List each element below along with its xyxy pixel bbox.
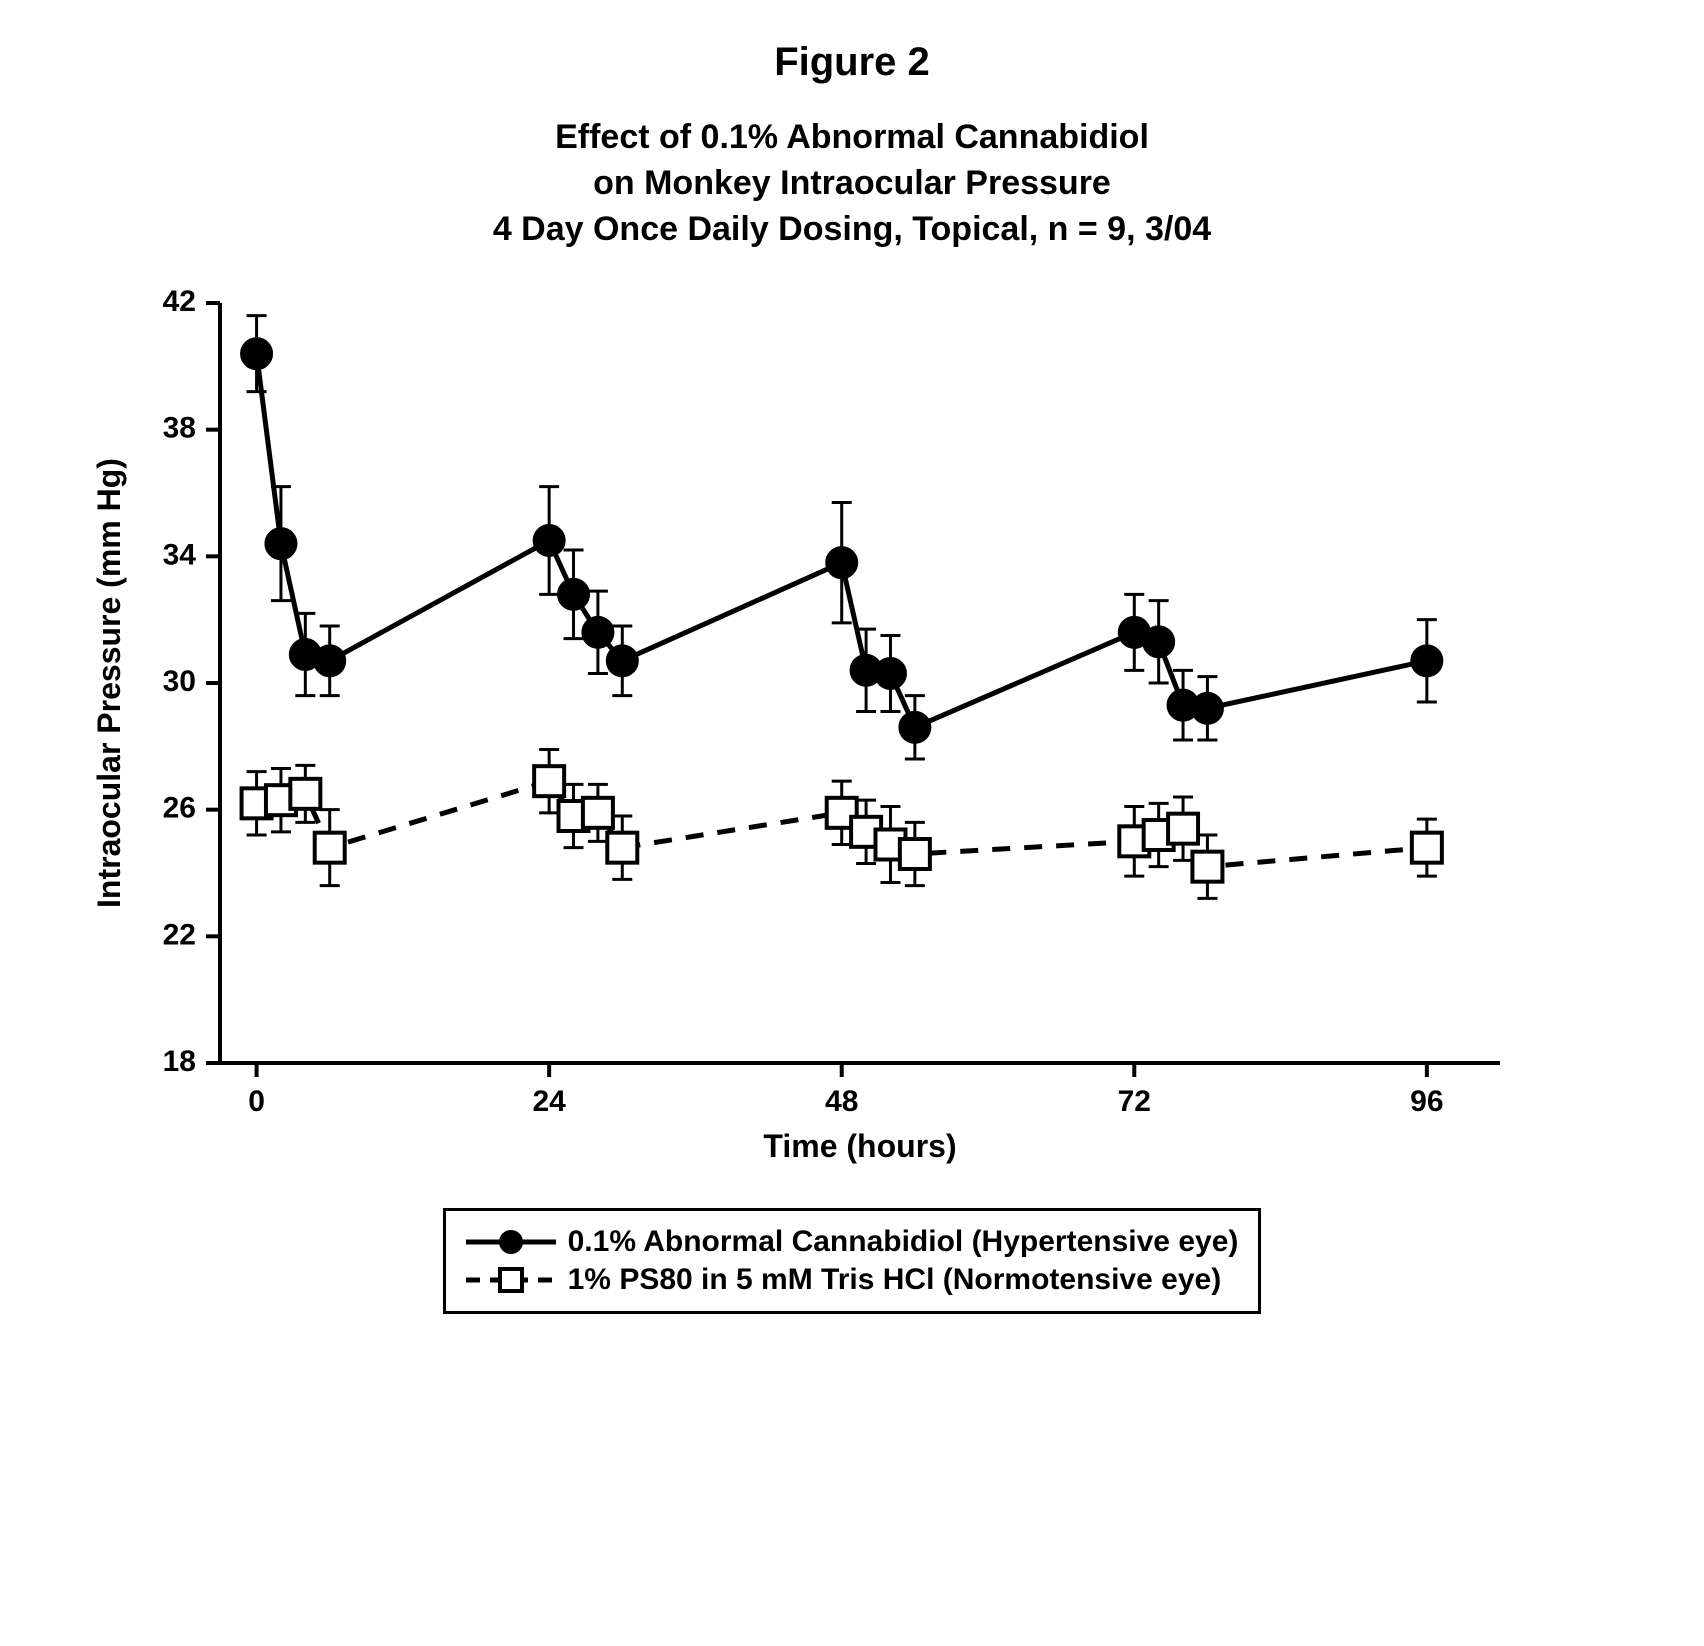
chart-title: Effect of 0.1% Abnormal Cannabidiol on M… bbox=[40, 115, 1664, 253]
title-line-3: 4 Day Once Daily Dosing, Topical, n = 9,… bbox=[493, 210, 1211, 248]
svg-text:34: 34 bbox=[163, 538, 197, 571]
svg-text:96: 96 bbox=[1410, 1085, 1443, 1118]
title-line-2: on Monkey Intraocular Pressure bbox=[593, 164, 1111, 202]
svg-text:Time (hours): Time (hours) bbox=[763, 1128, 956, 1164]
legend-item-2: 1% PS80 in 5 mM Tris HCl (Normotensive e… bbox=[466, 1263, 1239, 1297]
legend-swatch-open-square bbox=[466, 1265, 556, 1295]
title-line-1: Effect of 0.1% Abnormal Cannabidiol bbox=[555, 118, 1149, 156]
legend-label-2: 1% PS80 in 5 mM Tris HCl (Normotensive e… bbox=[568, 1263, 1222, 1297]
svg-text:38: 38 bbox=[163, 411, 196, 444]
figure-container: Figure 2 Effect of 0.1% Abnormal Cannabi… bbox=[40, 40, 1664, 1314]
legend-item-1: 0.1% Abnormal Cannabidiol (Hypertensive … bbox=[466, 1225, 1239, 1259]
chart-plot-area: 18 22 26 30 34 38 42 0 24 48 72 96 Time (hours) Intra… bbox=[40, 283, 1664, 1188]
legend: 0.1% Abnormal Cannabidiol (Hypertensive … bbox=[443, 1208, 1262, 1314]
svg-text:30: 30 bbox=[163, 665, 196, 698]
legend-swatch-filled-circle bbox=[466, 1227, 556, 1257]
chart-svg: 18 22 26 30 34 38 42 0 24 48 72 96 Time (hours) Intra… bbox=[40, 283, 1600, 1183]
legend-label-1: 0.1% Abnormal Cannabidiol (Hypertensive … bbox=[568, 1225, 1239, 1259]
svg-text:0: 0 bbox=[248, 1085, 265, 1118]
svg-text:24: 24 bbox=[532, 1085, 566, 1118]
figure-label: Figure 2 bbox=[40, 40, 1664, 85]
svg-text:Intraocular Pressure (mm Hg): Intraocular Pressure (mm Hg) bbox=[91, 458, 127, 908]
svg-text:26: 26 bbox=[163, 791, 196, 824]
svg-text:72: 72 bbox=[1118, 1085, 1151, 1118]
svg-text:18: 18 bbox=[163, 1045, 196, 1078]
svg-text:22: 22 bbox=[163, 918, 196, 951]
svg-text:42: 42 bbox=[163, 285, 196, 318]
svg-text:48: 48 bbox=[825, 1085, 858, 1118]
